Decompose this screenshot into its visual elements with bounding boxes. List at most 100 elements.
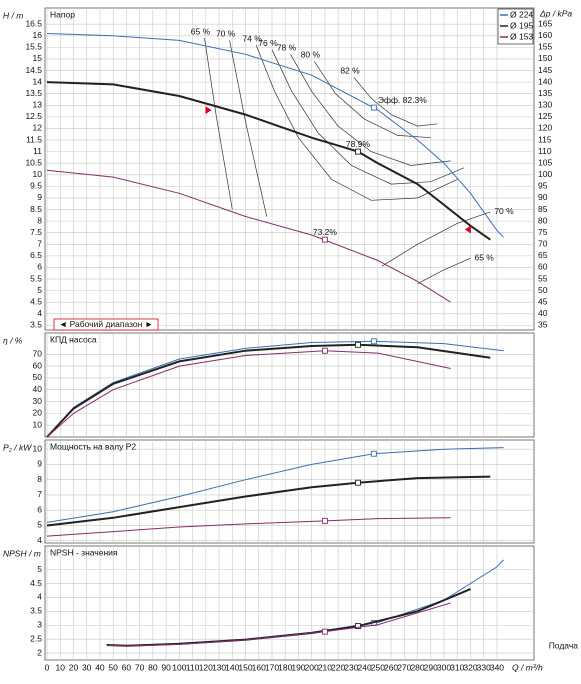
x-tick-label: 0	[45, 662, 50, 672]
y2-tick-label: 100	[538, 169, 552, 179]
y2-tick-label: 160	[538, 30, 552, 40]
series-line	[46, 169, 451, 303]
bep-marker	[355, 479, 361, 486]
contour-label: 65 %	[191, 26, 211, 36]
x-tick-label: 50	[108, 662, 118, 672]
y-tick-label: 20	[33, 408, 43, 418]
efficiency-contour	[381, 211, 491, 267]
panel-title: Мощность на валу P2	[50, 441, 136, 451]
plot-area	[44, 545, 535, 661]
y-tick-label: 4	[37, 308, 42, 318]
y2-tick-label: 140	[538, 76, 552, 86]
y-tick-label: 8.5	[30, 204, 42, 214]
y-tick-label: 70	[33, 349, 43, 359]
y-tick-label: 9.5	[30, 181, 42, 191]
panel-title: КПД насоса	[50, 334, 97, 344]
y-tick-label: 10	[33, 169, 43, 179]
contour-label: 80 %	[301, 50, 321, 60]
y-tick-label: 2.5	[30, 633, 42, 643]
y-tick-label: 4	[37, 535, 42, 545]
x-tick-label: 310	[450, 662, 464, 672]
y-tick-label: 5	[37, 520, 42, 530]
y2-tick-label: 35	[538, 320, 548, 330]
x-tick-label: 220	[331, 662, 345, 672]
y-tick-label: 6.5	[30, 250, 42, 260]
y2-tick-label: 45	[538, 296, 548, 306]
plot-area	[44, 332, 535, 438]
bep-marker	[370, 104, 377, 111]
y-tick-label: 2	[37, 647, 42, 657]
bep-marker	[355, 623, 361, 630]
y2-tick-label: 95	[538, 181, 548, 191]
efficiency-contour	[290, 54, 451, 166]
bep-marker	[370, 450, 377, 457]
y-tick-label: 16.5	[25, 18, 42, 28]
y-tick-label: 60	[33, 360, 43, 370]
y-tick-label: 9	[37, 459, 42, 469]
y-tick-label: 3	[37, 619, 42, 629]
contour-label: 70 %	[494, 206, 514, 216]
y2-tick-label: 110	[538, 146, 552, 156]
bep-label: Эфф. 82.3%	[378, 95, 427, 105]
efficiency-contour	[204, 38, 233, 210]
y-tick-label: 15.5	[25, 42, 42, 52]
range-label: ◄ Рабочий диапазон ►	[59, 319, 153, 329]
range-marker	[205, 106, 212, 115]
y-tick-label: 16	[33, 30, 43, 40]
legend-label: Ø 224	[510, 9, 533, 19]
bep-marker	[321, 236, 328, 243]
y-tick-label: 7	[37, 489, 42, 499]
range-box	[53, 318, 159, 331]
x-tick-label: 160	[252, 662, 266, 672]
y2-tick-label: 105	[538, 157, 552, 167]
legend-label: Ø 153	[510, 31, 533, 41]
panel-title: Напор	[50, 9, 75, 19]
x-tick-label: 10	[55, 662, 65, 672]
y-tick-label: 7	[37, 239, 42, 249]
efficiency-contour	[229, 40, 268, 217]
y2-tick-label: 115	[538, 134, 552, 144]
x-axis-label-2: Подача	[549, 640, 579, 650]
y2-tick-label: 125	[538, 111, 552, 121]
legend-label: Ø 195	[510, 20, 533, 30]
contour-label: 78 %	[277, 43, 297, 53]
y2-tick-label: 130	[538, 100, 552, 110]
x-tick-label: 150	[238, 662, 252, 672]
y2-tick-label: 50	[538, 285, 548, 295]
y-tick-label: 3.5	[30, 606, 42, 616]
x-tick-label: 80	[148, 662, 158, 672]
contour-label: 76 %	[258, 38, 278, 48]
bep-label: 73.2%	[313, 227, 338, 237]
efficiency-contour	[353, 77, 438, 127]
series-line	[46, 350, 451, 438]
x-tick-label: 140	[225, 662, 239, 672]
efficiency-contour	[417, 257, 471, 285]
y-tick-label: 8	[37, 215, 42, 225]
x-tick-label: 290	[424, 662, 438, 672]
plot-area	[44, 439, 535, 544]
bep-marker	[355, 341, 361, 348]
efficiency-contour	[255, 44, 458, 201]
y2-tick-label: 75	[538, 227, 548, 237]
series-line	[46, 475, 491, 527]
range-marker	[464, 225, 471, 234]
bep-marker	[321, 517, 328, 524]
x-tick-label: 270	[397, 662, 411, 672]
x-tick-label: 60	[122, 662, 132, 672]
efficiency-contour	[271, 49, 465, 185]
y2-tick-label: 90	[538, 192, 548, 202]
y-tick-label: 10	[33, 443, 43, 453]
x-tick-label: 130	[212, 662, 226, 672]
x-tick-label: 280	[410, 662, 424, 672]
x-tick-label: 170	[265, 662, 279, 672]
x-tick-label: 120	[199, 662, 213, 672]
contour-label: 70 %	[216, 29, 236, 39]
x-axis-label: Q / m³/h	[512, 662, 543, 672]
y-tick-label: 40	[33, 384, 43, 394]
y2-tick-label: 120	[538, 123, 552, 133]
y-tick-label: 9	[37, 192, 42, 202]
y-tick-label: 5	[37, 564, 42, 574]
y-tick-label: 14.5	[25, 65, 42, 75]
y2-tick-label: 40	[538, 308, 548, 318]
y-tick-label: 10.5	[25, 157, 42, 167]
